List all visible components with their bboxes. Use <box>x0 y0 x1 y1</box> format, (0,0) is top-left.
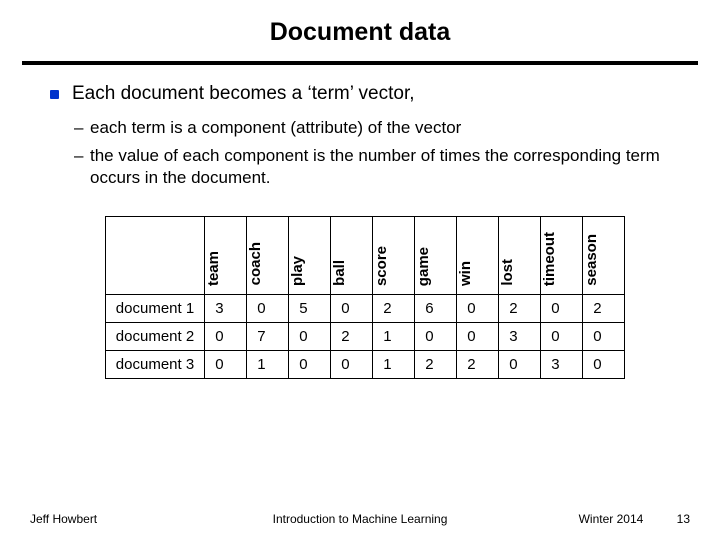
slide-title: Document data <box>0 0 720 61</box>
col-lost: lost <box>499 216 541 294</box>
col-team: team <box>205 216 247 294</box>
table-row: document 3 0 1 0 0 1 2 2 0 3 0 <box>105 350 624 378</box>
table-wrap: team coach play ball score game win lost… <box>50 216 680 379</box>
col-timeout: timeout <box>541 216 583 294</box>
cell: 0 <box>457 322 499 350</box>
row-label: document 2 <box>105 322 204 350</box>
lead-text: Each document becomes a ‘term’ vector, <box>72 83 415 104</box>
cell: 1 <box>373 350 415 378</box>
row-label: document 3 <box>105 350 204 378</box>
cell: 0 <box>247 294 289 322</box>
lead-bullet: Each document becomes a ‘term’ vector, <box>50 83 680 105</box>
title-rule <box>22 61 698 65</box>
cell: 0 <box>289 322 331 350</box>
footer-term: Winter 2014 <box>579 512 644 526</box>
cell: 0 <box>331 294 373 322</box>
table-row: document 1 3 0 5 0 2 6 0 2 0 2 <box>105 294 624 322</box>
col-season: season <box>583 216 625 294</box>
cell: 0 <box>541 322 583 350</box>
cell: 2 <box>373 294 415 322</box>
row-label: document 1 <box>105 294 204 322</box>
cell: 6 <box>415 294 457 322</box>
cell: 7 <box>247 322 289 350</box>
cell: 0 <box>331 350 373 378</box>
cell: 0 <box>205 350 247 378</box>
cell: 2 <box>331 322 373 350</box>
col-score: score <box>373 216 415 294</box>
cell: 0 <box>583 350 625 378</box>
cell: 3 <box>499 322 541 350</box>
cell: 2 <box>457 350 499 378</box>
bullet-icon <box>50 90 59 99</box>
slide-number: 13 <box>677 512 690 526</box>
col-coach: coach <box>247 216 289 294</box>
cell: 5 <box>289 294 331 322</box>
cell: 3 <box>205 294 247 322</box>
cell: 2 <box>415 350 457 378</box>
table-header-row: team coach play ball score game win lost… <box>105 216 624 294</box>
cell: 1 <box>247 350 289 378</box>
sub-bullet-2: the value of each component is the numbe… <box>50 145 680 188</box>
table-corner <box>105 216 204 294</box>
cell: 0 <box>415 322 457 350</box>
cell: 0 <box>583 322 625 350</box>
col-game: game <box>415 216 457 294</box>
cell: 1 <box>373 322 415 350</box>
term-vector-table: team coach play ball score game win lost… <box>105 216 625 379</box>
cell: 0 <box>541 294 583 322</box>
footer: Jeff Howbert Introduction to Machine Lea… <box>0 512 720 526</box>
content-area: Each document becomes a ‘term’ vector, e… <box>0 83 720 379</box>
col-play: play <box>289 216 331 294</box>
footer-right: Winter 2014 13 <box>579 512 690 526</box>
col-win: win <box>457 216 499 294</box>
footer-author: Jeff Howbert <box>30 512 97 526</box>
table-row: document 2 0 7 0 2 1 0 0 3 0 0 <box>105 322 624 350</box>
cell: 0 <box>499 350 541 378</box>
cell: 0 <box>457 294 499 322</box>
cell: 0 <box>289 350 331 378</box>
cell: 2 <box>499 294 541 322</box>
cell: 0 <box>205 322 247 350</box>
cell: 3 <box>541 350 583 378</box>
sub-bullet-1: each term is a component (attribute) of … <box>50 117 680 138</box>
cell: 2 <box>583 294 625 322</box>
col-ball: ball <box>331 216 373 294</box>
